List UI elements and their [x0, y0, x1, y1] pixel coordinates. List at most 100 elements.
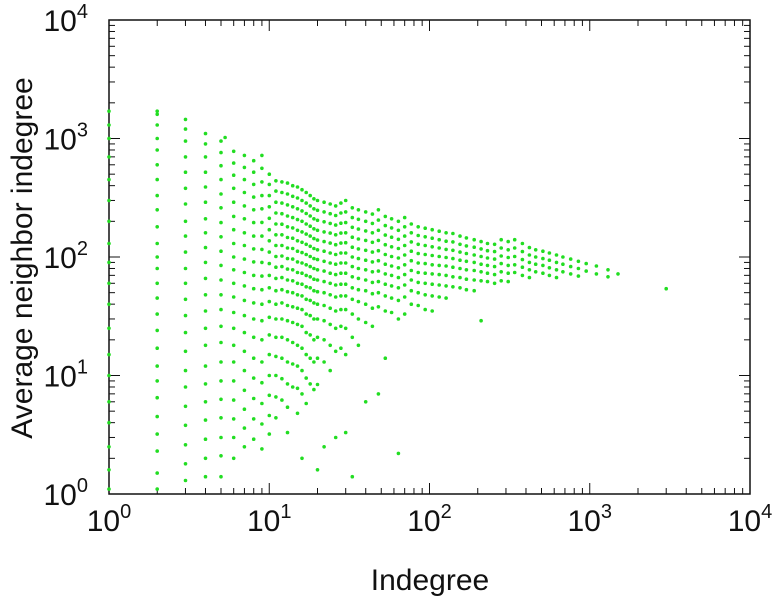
data-point — [107, 241, 111, 246]
data-point — [107, 123, 111, 127]
data-point — [308, 382, 313, 386]
data-point — [280, 335, 284, 340]
data-point — [203, 142, 208, 146]
data-point — [485, 271, 490, 276]
data-point — [155, 241, 159, 246]
data-point — [350, 215, 355, 220]
data-point — [464, 236, 469, 240]
data-point — [308, 275, 313, 279]
data-point — [300, 261, 304, 265]
data-point — [383, 272, 388, 276]
data-point — [155, 266, 159, 271]
data-point — [396, 266, 401, 270]
data-point — [356, 276, 361, 281]
data-point — [295, 196, 300, 200]
data-point — [242, 349, 247, 354]
data-point — [506, 263, 511, 268]
data-point — [290, 183, 295, 188]
data-point — [333, 272, 338, 277]
axis-ticks — [109, 20, 750, 494]
data-point — [328, 221, 333, 226]
data-point — [547, 273, 552, 278]
data-point — [402, 295, 407, 299]
data-point — [472, 237, 477, 242]
data-point — [251, 170, 256, 174]
data-point — [423, 307, 428, 312]
data-point — [203, 418, 208, 422]
data-point — [242, 231, 247, 235]
data-point — [308, 214, 313, 218]
data-point — [350, 235, 355, 239]
data-point — [300, 187, 304, 192]
data-point — [333, 435, 338, 440]
data-point — [203, 437, 208, 442]
data-point — [274, 265, 278, 270]
data-point — [295, 217, 300, 222]
data-point — [343, 198, 348, 203]
data-point — [260, 193, 264, 198]
data-point — [527, 268, 532, 272]
x-tick-label: 103 — [568, 501, 613, 538]
data-point — [312, 266, 316, 271]
data-point — [343, 307, 348, 312]
data-point — [423, 235, 428, 239]
data-point — [343, 240, 348, 245]
data-point — [242, 190, 247, 195]
data-point — [267, 250, 272, 254]
data-point — [312, 236, 316, 241]
data-point — [554, 253, 559, 257]
data-point — [322, 269, 326, 273]
data-point — [315, 257, 320, 262]
data-point — [274, 317, 278, 321]
data-point — [267, 172, 272, 176]
data-point — [533, 248, 538, 252]
data-point — [333, 283, 338, 287]
data-point — [333, 213, 338, 218]
data-point — [512, 263, 517, 267]
data-point — [492, 272, 497, 277]
data-point — [409, 258, 414, 263]
data-point — [219, 360, 223, 364]
data-point — [295, 411, 300, 416]
data-point — [389, 264, 394, 268]
data-point — [485, 263, 490, 268]
data-point — [584, 261, 588, 266]
data-point — [396, 237, 401, 242]
data-point — [183, 234, 188, 238]
data-point — [376, 208, 381, 212]
data-point — [280, 356, 284, 361]
data-point — [437, 246, 442, 250]
data-point — [290, 246, 295, 251]
data-point — [409, 278, 414, 282]
data-point — [107, 177, 111, 182]
data-point — [664, 286, 668, 291]
data-point — [251, 158, 256, 163]
data-point — [402, 283, 407, 287]
data-point — [203, 276, 208, 281]
data-point — [356, 266, 361, 271]
data-point — [328, 368, 333, 373]
data-point — [295, 322, 300, 327]
data-point — [479, 239, 483, 244]
data-point — [458, 286, 462, 290]
data-point — [389, 296, 394, 300]
data-point — [155, 312, 159, 316]
data-point — [242, 388, 247, 393]
data-point — [409, 302, 414, 307]
data-point — [315, 238, 320, 242]
data-point — [333, 223, 338, 227]
data-point — [333, 326, 338, 331]
data-point — [280, 180, 284, 184]
data-point — [370, 231, 375, 235]
data-point — [356, 299, 361, 304]
data-point — [290, 205, 295, 209]
data-point — [312, 301, 316, 305]
data-point — [437, 272, 442, 277]
data-point — [363, 248, 368, 253]
data-point — [285, 430, 290, 435]
data-point — [315, 198, 320, 203]
data-point — [328, 211, 333, 216]
data-point — [533, 270, 538, 274]
data-point — [451, 256, 455, 261]
